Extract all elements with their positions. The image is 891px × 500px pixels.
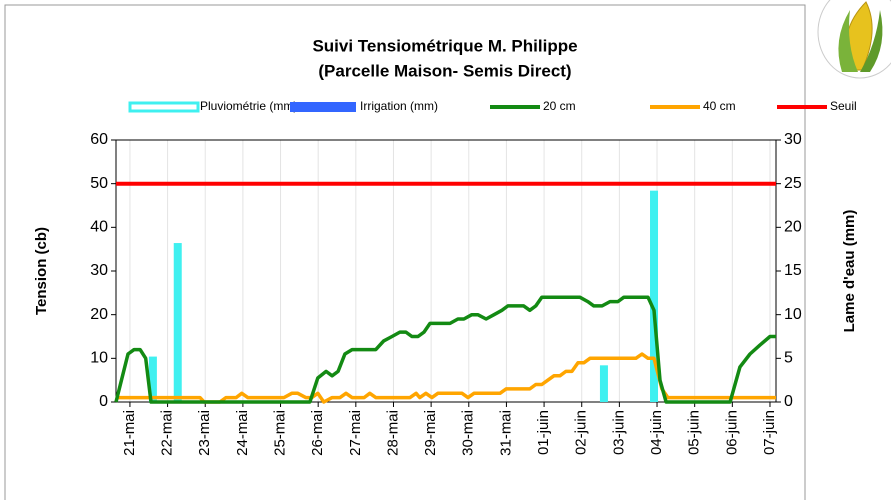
x-tick-label: 30-mai [460, 410, 477, 456]
y2-tick-label: 0 [784, 393, 793, 410]
x-tick-label: 21-mai [121, 410, 138, 456]
x-tick-label: 06-juin [723, 410, 740, 455]
y2-tick-label: 30 [784, 131, 802, 148]
y-axis-title: Tension (cb) [33, 227, 50, 315]
x-tick-label: 25-mai [271, 410, 288, 456]
x-tick-label: 27-mai [347, 410, 364, 456]
x-tick-label: 01-juin [535, 410, 552, 455]
y-tick-label: 0 [99, 393, 108, 410]
bar [173, 243, 182, 402]
legend-swatch [290, 102, 356, 112]
legend-label: 20 cm [543, 99, 576, 113]
x-tick-label: 02-juin [573, 410, 590, 455]
y-tick-label: 20 [90, 306, 108, 323]
bar [650, 190, 659, 402]
x-tick-label: 05-juin [686, 410, 703, 455]
chart-frame [4, 4, 806, 500]
y2-tick-label: 25 [784, 175, 802, 192]
y-tick-label: 60 [90, 131, 108, 148]
y2-tick-label: 5 [784, 350, 793, 367]
y-tick-label: 10 [90, 350, 108, 367]
bar [599, 365, 608, 402]
corn-logo [817, 0, 891, 79]
chart-title: Suivi Tensiométrique M. Philippe [312, 36, 577, 55]
x-tick-label: 29-mai [422, 410, 439, 456]
x-tick-label: 31-mai [497, 410, 514, 456]
line [114, 295, 776, 404]
y-tick-label: 50 [90, 175, 108, 192]
y2-tick-label: 15 [784, 262, 802, 279]
legend-label: 40 cm [703, 99, 736, 113]
x-tick-label: 26-mai [309, 410, 326, 456]
legend-label: Irrigation (mm) [360, 99, 438, 113]
chart-subtitle: (Parcelle Maison- Semis Direct) [318, 61, 571, 80]
y-tick-label: 40 [90, 219, 108, 236]
x-tick-label: 28-mai [384, 410, 401, 456]
x-tick-label: 03-juin [610, 410, 627, 455]
y2-axis-title: Lame d'eau (mm) [841, 210, 858, 333]
plot-area [115, 139, 777, 403]
y2-tick-label: 10 [784, 306, 802, 323]
x-tick-label: 22-mai [159, 410, 176, 456]
bar [148, 356, 157, 402]
legend-label: Pluviométrie (mm) [200, 99, 297, 113]
y-tick-label: 30 [90, 262, 108, 279]
line [116, 352, 776, 404]
legend-label: Seuil [830, 99, 857, 113]
y2-tick-label: 20 [784, 219, 802, 236]
x-tick-label: 04-juin [648, 410, 665, 455]
legend-swatch [128, 101, 200, 113]
x-tick-label: 23-mai [196, 410, 213, 456]
x-tick-label: 24-mai [234, 410, 251, 456]
x-tick-label: 07-juin [761, 410, 778, 455]
